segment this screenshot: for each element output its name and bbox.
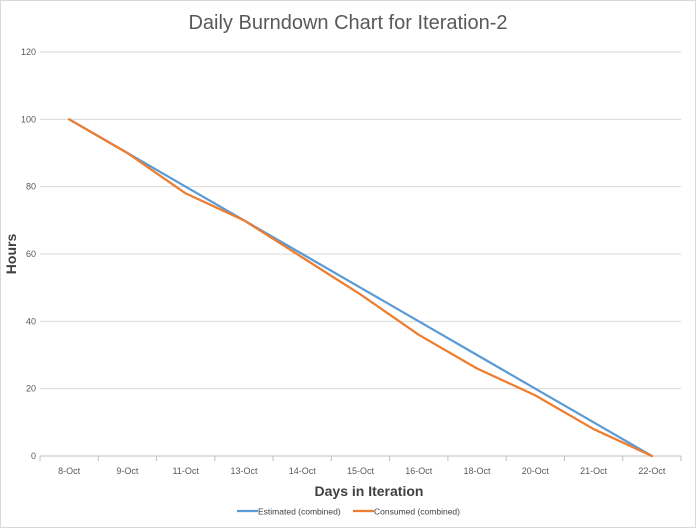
- x-tick-label: 8-Oct: [58, 466, 81, 476]
- x-tick-label: 18-Oct: [464, 466, 492, 476]
- series-line-estimated: [68, 118, 653, 458]
- y-tick-label: 0: [31, 451, 36, 461]
- chart-title: Daily Burndown Chart for Iteration-2: [188, 12, 507, 34]
- legend-label: Estimated (combined): [258, 507, 341, 517]
- gridlines: [39, 51, 682, 461]
- x-tick-label: 14-Oct: [289, 466, 317, 476]
- x-tick-label: 11-Oct: [173, 466, 200, 476]
- y-tick-label: 20: [26, 384, 36, 394]
- y-tick-label: 120: [21, 47, 36, 57]
- x-tick-label: 16-Oct: [405, 466, 433, 476]
- x-tick-label: 22-Oct: [638, 466, 666, 476]
- x-tick-label: 9-Oct: [116, 466, 139, 476]
- y-tick-label: 100: [21, 114, 36, 124]
- legend: Estimated (combined) Consumed (combined): [237, 507, 460, 517]
- y-tick-label: 60: [26, 249, 36, 259]
- y-tick-label: 80: [26, 182, 36, 192]
- x-tick-labels: 8-Oct 9-Oct 11-Oct 13-Oct 14-Oct 15-Oct 16-Oct…: [58, 466, 666, 476]
- x-tick-label: 15-Oct: [347, 466, 375, 476]
- x-tick-label: 13-Oct: [230, 466, 258, 476]
- series-line-consumed: [68, 118, 653, 458]
- x-tick-label: 20-Oct: [522, 466, 550, 476]
- x-axis-title: Days in Iteration: [315, 483, 424, 499]
- series-lines: [68, 118, 653, 458]
- y-axis-title: Hours: [3, 234, 19, 275]
- legend-label: Consumed (combined): [374, 507, 460, 517]
- y-tick-label: 40: [26, 316, 36, 326]
- y-tick-labels: 0 20 40 60 80 100 120: [21, 47, 36, 461]
- x-tick-label: 21-Oct: [580, 466, 608, 476]
